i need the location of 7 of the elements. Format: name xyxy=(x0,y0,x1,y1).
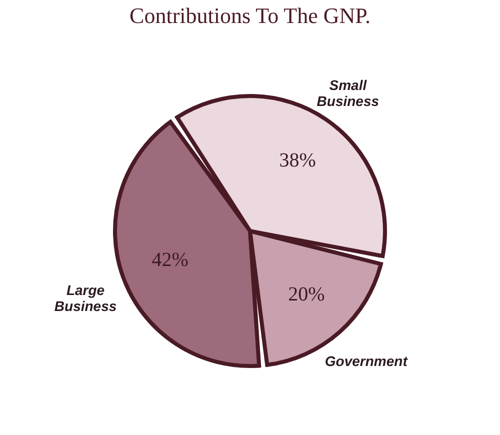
chart-title: Contributions To The GNP. xyxy=(130,3,370,28)
slice-label: Government xyxy=(324,352,409,369)
data-label: 20% xyxy=(288,284,325,306)
slice-label: Large Business xyxy=(54,282,117,314)
data-label: 38% xyxy=(279,150,316,172)
data-label: 42% xyxy=(152,249,188,272)
slice-label: Small Business xyxy=(316,76,380,109)
